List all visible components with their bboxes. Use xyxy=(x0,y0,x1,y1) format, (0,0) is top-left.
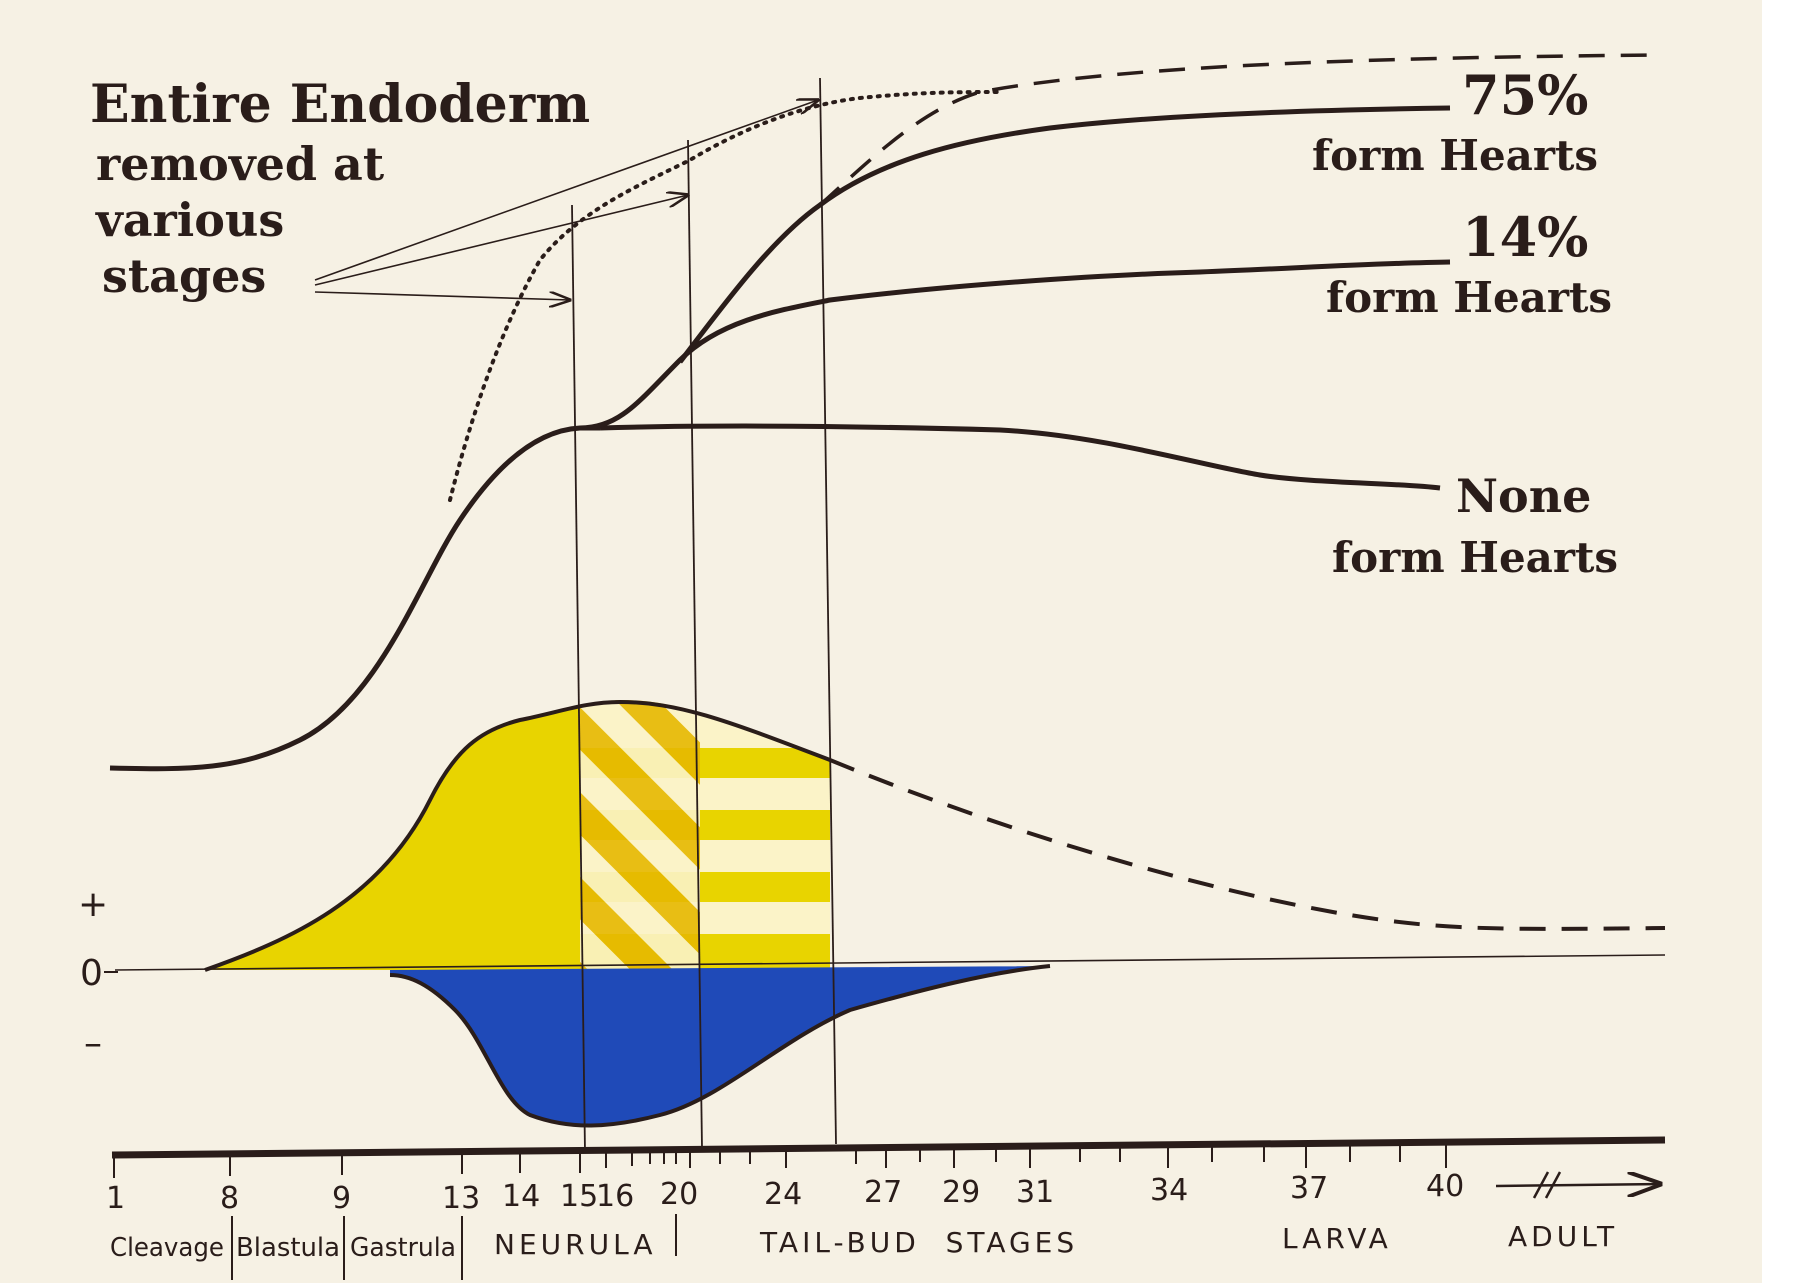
title-line-3: various xyxy=(95,193,284,247)
tick-37: 37 xyxy=(1290,1171,1328,1206)
positive-outline xyxy=(204,699,831,972)
outcome-none-percent: None xyxy=(1456,469,1591,523)
tick-16: 16 xyxy=(596,1179,634,1214)
positive-banded-region xyxy=(580,700,830,970)
arrow-to-stage-25 xyxy=(314,100,818,281)
stage-axis-ticks xyxy=(113,1142,1447,1178)
positive-dashed-continuation xyxy=(829,758,1666,931)
curve-14-percent xyxy=(579,259,1451,431)
outcome-75-label: form Hearts xyxy=(1312,131,1598,180)
tick-13: 13 xyxy=(442,1181,480,1216)
title-line-2: removed at xyxy=(96,137,385,191)
stage-axis xyxy=(111,1136,1666,1159)
negative-outline xyxy=(389,964,1051,1128)
adult-break-mark-2 xyxy=(1544,1171,1562,1199)
removal-line-stage-25 xyxy=(819,77,837,1145)
tick-40: 40 xyxy=(1426,1169,1464,1204)
arrow-to-stage-15 xyxy=(314,291,570,300)
zero-baseline xyxy=(114,954,1666,971)
removal-line-stage-15 xyxy=(571,204,586,1153)
tick-34: 34 xyxy=(1150,1173,1188,1208)
negative-region xyxy=(390,966,1050,1126)
tick-14: 14 xyxy=(502,1179,540,1214)
plus-label: + xyxy=(78,884,108,925)
tick-9: 9 xyxy=(332,1181,351,1216)
title-line-1: Entire Endoderm xyxy=(90,74,590,135)
zero-label: 0 xyxy=(80,953,103,994)
base-curve xyxy=(109,425,600,772)
tick-27: 27 xyxy=(864,1175,902,1210)
outcome-14-percent: 14% xyxy=(1462,205,1588,269)
arrow-to-stage-20 xyxy=(314,195,688,286)
paper-edge xyxy=(1762,0,1800,1283)
tick-24: 24 xyxy=(764,1177,802,1212)
phase-separators xyxy=(231,1214,677,1280)
curve-75-percent xyxy=(678,105,1451,364)
dotted-potential-curve xyxy=(448,90,1002,502)
tick-8: 8 xyxy=(220,1181,239,1216)
phase-cleavage: Cleavage xyxy=(110,1233,224,1263)
outcome-none-label: form Hearts xyxy=(1332,533,1618,582)
adult-break-mark-1 xyxy=(1532,1171,1550,1199)
outcome-75-percent: 75% xyxy=(1462,63,1588,127)
tick-20: 20 xyxy=(660,1177,698,1212)
removal-line-stage-20 xyxy=(687,139,703,1149)
minus-label: – xyxy=(84,1023,102,1064)
adult-arrow xyxy=(1495,1184,1660,1186)
phase-blastula: Blastula xyxy=(236,1233,340,1263)
curve-none-form-hearts xyxy=(599,423,1441,491)
phase-tail-bud-stages: TAIL-BUD STAGES xyxy=(759,1226,1078,1259)
tick-31: 31 xyxy=(1016,1175,1054,1210)
phase-neurula: NEURULA xyxy=(494,1228,656,1261)
tick-1: 1 xyxy=(106,1181,125,1216)
outcome-14-label: form Hearts xyxy=(1326,273,1612,322)
tick-15: 15 xyxy=(560,1179,598,1214)
phase-gastrula: Gastrula xyxy=(350,1233,456,1263)
title-line-4: stages xyxy=(102,249,266,303)
phase-adult: ADULT xyxy=(1508,1220,1618,1253)
phase-larva: LARVA xyxy=(1282,1222,1392,1255)
dashed-upper-curve xyxy=(818,53,1661,207)
tick-29: 29 xyxy=(942,1175,980,1210)
